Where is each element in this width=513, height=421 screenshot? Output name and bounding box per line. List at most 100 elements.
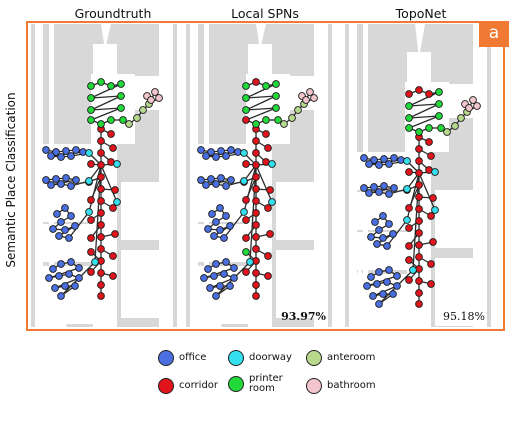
- office-node: [212, 260, 220, 268]
- bathroom-node: [465, 104, 473, 112]
- office-node: [220, 234, 228, 242]
- office-node: [390, 154, 398, 162]
- doorway-node: [240, 149, 248, 157]
- corridor-node: [97, 233, 105, 241]
- office-node: [375, 300, 383, 308]
- legend-bathroom-label: bathroom: [327, 380, 376, 391]
- office-node: [53, 210, 61, 218]
- printer-room-node: [87, 106, 95, 114]
- anteroom-node: [288, 114, 296, 122]
- graph-edge: [245, 95, 277, 99]
- corridor-node: [405, 168, 413, 176]
- office-node: [202, 152, 210, 160]
- office-node: [212, 292, 220, 300]
- office-node: [385, 220, 393, 228]
- map-free-space: [190, 24, 198, 327]
- graph-edge: [408, 115, 440, 119]
- office-node: [365, 189, 373, 197]
- office-node: [67, 182, 75, 190]
- graph-edge: [100, 164, 118, 203]
- corridor-node: [97, 221, 105, 229]
- office-node: [375, 161, 383, 169]
- office-node: [45, 274, 53, 282]
- corridor-node: [252, 197, 260, 205]
- graph-edge: [48, 267, 80, 279]
- graph-edge: [203, 267, 235, 279]
- corridor-node: [427, 152, 435, 160]
- bathroom-node: [469, 96, 477, 104]
- office-node: [61, 282, 69, 290]
- office-node: [51, 284, 59, 292]
- office-node: [220, 270, 228, 278]
- corridor-node: [415, 193, 423, 201]
- corridor-node: [97, 197, 105, 205]
- printer-room-node: [242, 94, 250, 102]
- doorway-node: [403, 157, 411, 165]
- bathroom-swatch: [306, 378, 322, 394]
- office-node: [230, 264, 238, 272]
- printer-room-node: [242, 82, 250, 90]
- corridor-node: [266, 230, 274, 238]
- office-node: [375, 188, 383, 196]
- corridor-node: [415, 300, 423, 308]
- anteroom-node: [294, 106, 302, 114]
- office-node: [383, 242, 391, 250]
- printer-room-node: [242, 248, 250, 256]
- corridor-node: [252, 161, 260, 169]
- office-node: [367, 273, 375, 281]
- map-free-space: [121, 250, 163, 318]
- graph-local-spns: [190, 24, 328, 327]
- office-node: [222, 212, 230, 220]
- doorway-swatch: [228, 350, 244, 366]
- corridor-node: [97, 281, 105, 289]
- graph-edge: [90, 83, 122, 99]
- graph-edge: [408, 91, 440, 107]
- map-free-space: [35, 24, 43, 327]
- office-node: [67, 212, 75, 220]
- bathroom-node: [473, 102, 481, 110]
- office-node: [207, 148, 215, 156]
- printer-room-node: [97, 78, 105, 86]
- office-node: [371, 218, 379, 226]
- office-node: [55, 272, 63, 280]
- office-node: [72, 146, 80, 154]
- corridor-node: [415, 241, 423, 249]
- office-node: [375, 268, 383, 276]
- office-node: [47, 152, 55, 160]
- printer-room-node: [87, 94, 95, 102]
- corridor-node: [425, 90, 433, 98]
- accuracy-toponet: 95.18%: [443, 310, 485, 323]
- graph-edge: [90, 107, 122, 121]
- office-node: [197, 146, 205, 154]
- graph-edge: [88, 164, 102, 213]
- graph-edge: [366, 275, 398, 287]
- graph-edge: [90, 107, 122, 111]
- office-node: [75, 274, 83, 282]
- map-free-space: [435, 190, 477, 248]
- office-node: [212, 180, 220, 188]
- printer-room-node: [242, 106, 250, 114]
- corridor-node: [97, 161, 105, 169]
- anteroom-node: [443, 128, 451, 136]
- office-node: [369, 292, 377, 300]
- office-node: [360, 154, 368, 162]
- office-node: [202, 181, 210, 189]
- office-node: [379, 290, 387, 298]
- graph-edge: [255, 164, 273, 203]
- office-node: [367, 233, 375, 241]
- office-node: [67, 152, 75, 160]
- bathroom-node: [306, 88, 314, 96]
- office-node: [390, 184, 398, 192]
- corridor-node: [264, 252, 272, 260]
- corridor-node: [415, 205, 423, 213]
- office-node: [57, 218, 65, 226]
- title-local-spns: Local SPNs: [231, 6, 299, 21]
- corridor-node: [405, 242, 413, 250]
- legend-anteroom-label: anteroom: [327, 352, 376, 363]
- anteroom-node: [125, 120, 133, 128]
- panel-tag: a: [479, 21, 509, 47]
- printer-room-node: [415, 128, 423, 136]
- office-node: [55, 232, 63, 240]
- corridor-node: [415, 253, 423, 261]
- printer-room-node: [435, 100, 443, 108]
